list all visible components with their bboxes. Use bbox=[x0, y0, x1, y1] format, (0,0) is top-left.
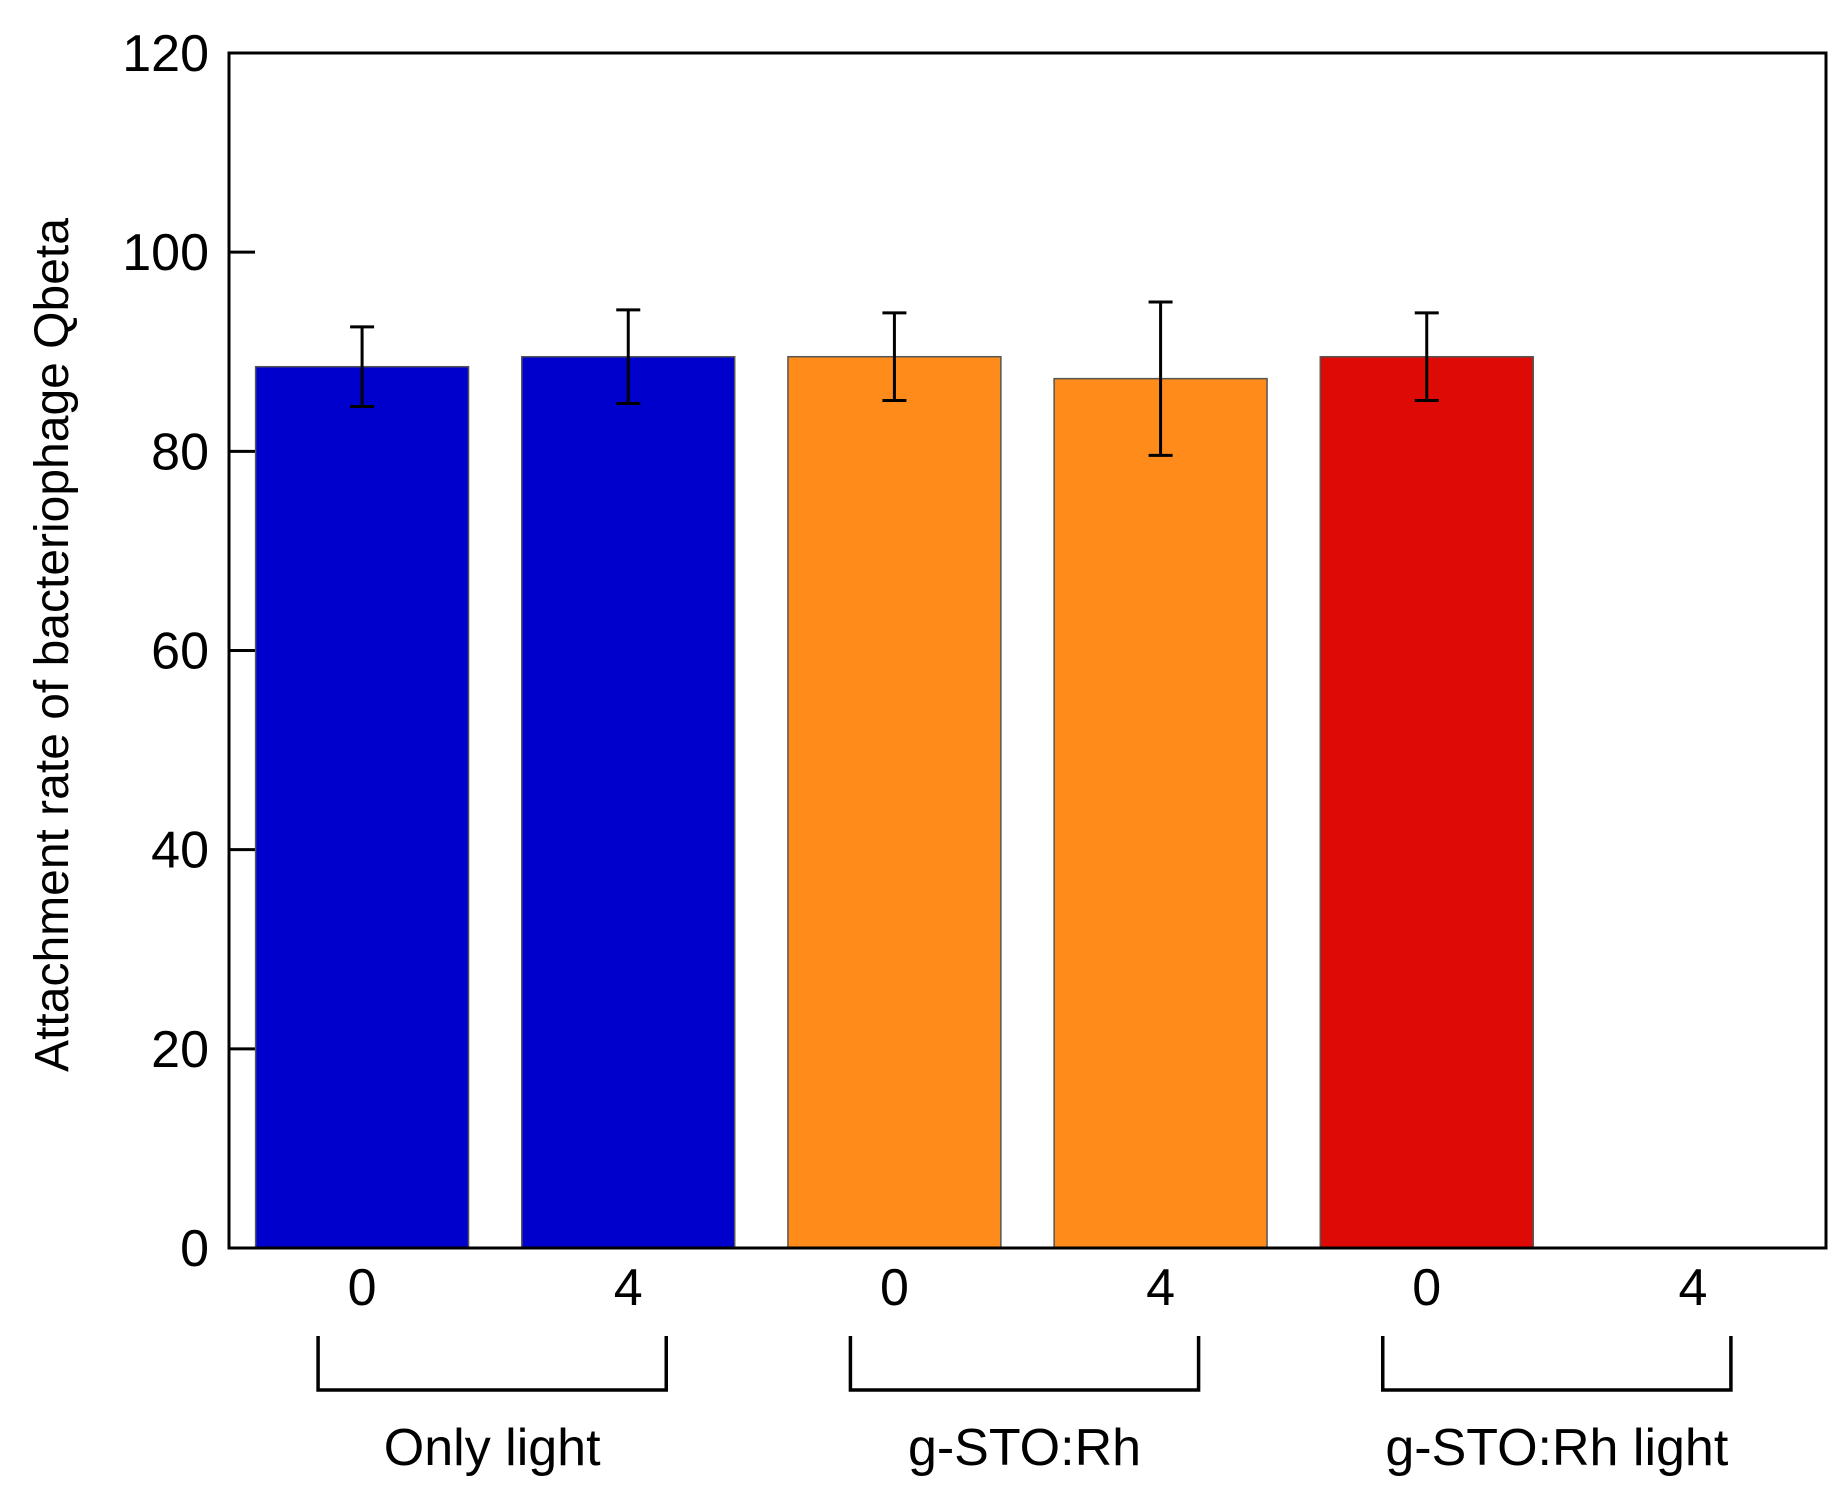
y-tick-label: 80 bbox=[151, 423, 209, 481]
x-tick-label: 0 bbox=[348, 1259, 377, 1317]
group-bracket bbox=[1381, 1336, 1733, 1392]
group-label: g-STO:Rh bbox=[908, 1419, 1141, 1477]
bars bbox=[254, 355, 1534, 1249]
y-tick-label: 0 bbox=[180, 1220, 209, 1278]
group-label: Only light bbox=[384, 1419, 601, 1477]
x-tick-label: 0 bbox=[880, 1259, 909, 1317]
y-axis-ticks: 0 20 40 60 80 100 120 bbox=[122, 25, 255, 1278]
y-axis-label: Attachment rate of bacteriophage Qbeta bbox=[26, 218, 79, 1072]
bar bbox=[521, 355, 736, 1249]
bar bbox=[1319, 355, 1534, 1249]
x-tick-label: 4 bbox=[1146, 1259, 1175, 1317]
y-tick-label: 60 bbox=[151, 623, 209, 681]
group-bracket bbox=[316, 1336, 668, 1392]
x-tick-label: 4 bbox=[614, 1259, 643, 1317]
y-tick-label: 40 bbox=[151, 822, 209, 880]
x-tick-label: 4 bbox=[1678, 1259, 1707, 1317]
y-tick-label: 100 bbox=[122, 224, 209, 282]
x-tick-label: 0 bbox=[1412, 1259, 1441, 1317]
plot-frame bbox=[227, 51, 1828, 1250]
group-label: g-STO:Rh light bbox=[1385, 1419, 1729, 1477]
x-axis-tick-labels: 0 4 0 4 0 4 bbox=[348, 1259, 1708, 1317]
bar bbox=[1053, 377, 1268, 1249]
bar bbox=[254, 365, 470, 1249]
error-bars bbox=[350, 300, 1439, 457]
y-tick-label: 120 bbox=[122, 25, 209, 83]
group-bracket bbox=[848, 1336, 1201, 1392]
y-tick-label: 20 bbox=[151, 1021, 209, 1079]
category-groups: Only light g-STO:Rh g-STO:Rh light bbox=[316, 1336, 1733, 1477]
bar bbox=[787, 355, 1002, 1249]
